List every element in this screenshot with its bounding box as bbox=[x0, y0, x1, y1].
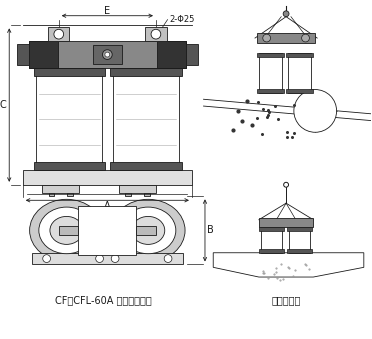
Bar bbox=[93, 45, 122, 64]
Bar bbox=[287, 249, 312, 253]
Bar bbox=[110, 68, 182, 76]
Bar bbox=[29, 41, 186, 68]
Bar bbox=[144, 193, 150, 196]
Bar bbox=[17, 44, 29, 65]
Bar bbox=[59, 225, 78, 235]
Bar bbox=[36, 68, 102, 170]
Bar bbox=[286, 53, 313, 58]
Circle shape bbox=[54, 29, 64, 39]
Bar bbox=[289, 227, 310, 253]
Circle shape bbox=[302, 34, 310, 42]
Bar bbox=[145, 27, 167, 41]
Bar bbox=[261, 227, 282, 253]
Circle shape bbox=[96, 255, 103, 262]
Ellipse shape bbox=[111, 199, 185, 261]
Bar bbox=[288, 53, 311, 94]
Text: 安装示意图: 安装示意图 bbox=[272, 295, 301, 305]
Bar bbox=[125, 193, 131, 196]
Bar bbox=[137, 225, 156, 235]
Bar bbox=[23, 170, 192, 185]
Circle shape bbox=[284, 182, 289, 187]
Bar bbox=[257, 53, 284, 58]
Text: E: E bbox=[104, 6, 110, 16]
Bar bbox=[48, 27, 70, 41]
Bar bbox=[257, 88, 284, 94]
Circle shape bbox=[263, 34, 270, 42]
Circle shape bbox=[105, 52, 110, 57]
Text: C: C bbox=[0, 100, 6, 110]
Circle shape bbox=[294, 89, 337, 132]
Polygon shape bbox=[213, 253, 364, 277]
Circle shape bbox=[43, 255, 51, 262]
Bar bbox=[259, 249, 284, 253]
Bar bbox=[113, 68, 179, 170]
Text: CF、CFL-60A 型外形尺寸图: CF、CFL-60A 型外形尺寸图 bbox=[55, 295, 152, 305]
Bar bbox=[67, 193, 73, 196]
Bar bbox=[259, 53, 282, 94]
Bar bbox=[157, 41, 186, 68]
Circle shape bbox=[111, 255, 119, 262]
Bar bbox=[33, 68, 105, 76]
Circle shape bbox=[164, 255, 172, 262]
Ellipse shape bbox=[50, 216, 83, 244]
Bar bbox=[29, 41, 58, 68]
Ellipse shape bbox=[132, 216, 165, 244]
Bar bbox=[257, 33, 315, 43]
Bar bbox=[186, 44, 198, 65]
Text: A: A bbox=[104, 201, 110, 211]
Bar bbox=[286, 88, 313, 94]
Text: 2-Φ25: 2-Φ25 bbox=[170, 15, 195, 24]
Bar bbox=[49, 193, 54, 196]
Bar bbox=[287, 227, 312, 232]
Ellipse shape bbox=[30, 199, 103, 261]
Text: B: B bbox=[208, 225, 214, 235]
Circle shape bbox=[151, 29, 161, 39]
Bar bbox=[259, 227, 284, 232]
Circle shape bbox=[283, 11, 289, 17]
Bar bbox=[33, 162, 105, 170]
Ellipse shape bbox=[39, 207, 94, 254]
Bar bbox=[42, 185, 79, 193]
Circle shape bbox=[102, 50, 112, 59]
Bar bbox=[110, 162, 182, 170]
Bar bbox=[32, 253, 183, 264]
Bar bbox=[119, 185, 156, 193]
Ellipse shape bbox=[121, 207, 176, 254]
Bar bbox=[259, 218, 313, 227]
Bar bbox=[78, 206, 137, 255]
